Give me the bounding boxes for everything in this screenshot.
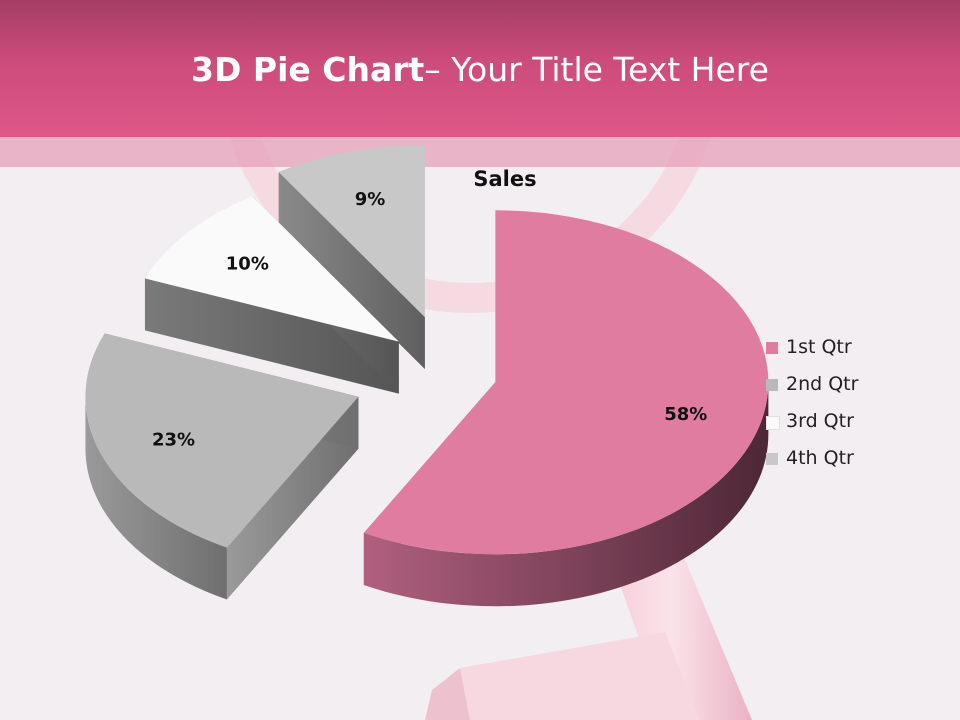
- legend-label-4th-qtr: 4th Qtr: [786, 447, 854, 469]
- legend-label-2nd-qtr: 2nd Qtr: [786, 373, 859, 395]
- chart-title: Sales: [473, 167, 537, 191]
- pie-slice-side-1st-qtr: [363, 382, 769, 607]
- decorative-block: [460, 632, 700, 720]
- pie-slice-4th-qtr: 9%: [278, 145, 425, 370]
- data-label-3rd-qtr: 10%: [226, 254, 269, 275]
- pie-slice-2nd-qtr: 23%: [85, 333, 359, 600]
- legend-swatch-3rd-qtr: [766, 416, 780, 430]
- header-band: [0, 137, 960, 167]
- pie-slice-top-2nd-qtr: [85, 333, 359, 548]
- legend-label-3rd-qtr: 3rd Qtr: [786, 410, 854, 432]
- pie-slice-top-1st-qtr: [363, 210, 769, 555]
- slide-title: 3D Pie Chart– Your Title Text Here: [0, 48, 960, 92]
- pie-slice-wall-4th-qtr-start: [278, 171, 425, 370]
- slide-title-rest: – Your Title Text Here: [424, 50, 769, 89]
- data-label-2nd-qtr: 23%: [152, 430, 195, 451]
- data-label-4th-qtr: 9%: [355, 189, 386, 210]
- decorative-block-side: [425, 668, 470, 720]
- data-label-1st-qtr: 58%: [664, 404, 707, 425]
- legend-label-1st-qtr: 1st Qtr: [786, 336, 852, 358]
- legend-swatch-2nd-qtr: [766, 379, 778, 391]
- legend-swatch-1st-qtr: [766, 342, 778, 354]
- legend-swatch-4th-qtr: [766, 453, 778, 465]
- pie-slice-top-3rd-qtr: [144, 196, 399, 342]
- pie-slice-wall-2nd-qtr-start: [226, 396, 359, 600]
- pie-slice-1st-qtr: 58%: [363, 210, 769, 607]
- header-bar: [0, 0, 960, 137]
- pie-slice-3rd-qtr: 10%: [144, 196, 399, 394]
- slide-title-bold: 3D Pie Chart: [191, 50, 425, 89]
- pie-slice-side-2nd-qtr: [85, 396, 227, 600]
- pie-slice-wall-3rd-qtr-start: [144, 278, 399, 394]
- pie-slice-top-4th-qtr: [278, 145, 425, 318]
